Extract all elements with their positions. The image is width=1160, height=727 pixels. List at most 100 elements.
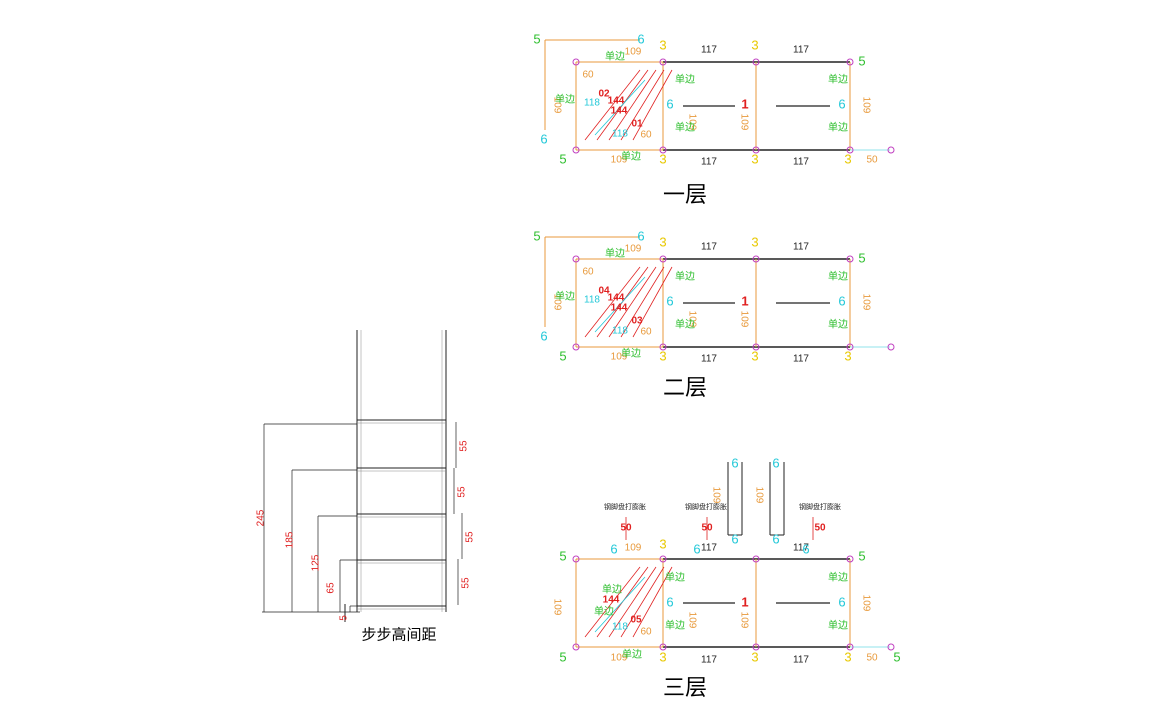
node <box>659 555 667 563</box>
elevation-caption: 步步高间距 <box>361 626 436 643</box>
plan-label: 02 <box>598 89 610 100</box>
line <box>632 266 673 338</box>
plan-label: 60 <box>640 327 652 338</box>
plan-label: 109 <box>686 114 697 131</box>
height-label: 185 <box>285 531 296 548</box>
plan-label: 109 <box>738 114 749 131</box>
plan-label: 6 <box>666 96 673 111</box>
plan-label: 50 <box>701 523 713 534</box>
plan-label: 144 <box>603 595 620 606</box>
plan-label: 6 <box>838 293 845 308</box>
plan-label: 109 <box>625 244 642 255</box>
plan-label: 109 <box>860 97 871 114</box>
floor-title: 三层 <box>663 675 707 700</box>
node <box>572 58 580 66</box>
plan-label: 05 <box>630 615 642 626</box>
plan-label: 单边 <box>828 271 848 283</box>
plan-label: 01 <box>631 119 643 130</box>
line <box>584 266 641 338</box>
line <box>632 69 673 141</box>
plan-label: 03 <box>631 316 643 327</box>
plan-label: 单边 <box>621 151 641 163</box>
plan-label: 单边 <box>665 620 685 632</box>
plan-label: 5 <box>858 548 865 563</box>
plan-label: 60 <box>582 267 594 278</box>
line <box>594 276 646 333</box>
line <box>608 69 657 141</box>
node <box>752 58 760 66</box>
plan-label: 3 <box>659 151 666 166</box>
line <box>620 266 665 338</box>
plan-label: 6 <box>540 328 547 343</box>
plan-label: 3 <box>844 649 851 664</box>
node <box>887 146 895 154</box>
plan-label: 3 <box>659 348 666 363</box>
plan-label: 单边 <box>605 51 625 63</box>
plan-label: 117 <box>793 242 809 253</box>
plan-label: 单边 <box>621 348 641 360</box>
plan-label: 6 <box>637 228 644 243</box>
plan-label: 3 <box>659 536 666 551</box>
plan-label: 118 <box>612 129 628 140</box>
plan-label: 6 <box>666 293 673 308</box>
plan-label: 6 <box>731 531 738 546</box>
plan-label: 117 <box>701 157 717 168</box>
plan-label: 单边 <box>828 122 848 134</box>
node <box>846 58 854 66</box>
node <box>752 146 760 154</box>
node <box>846 146 854 154</box>
plan-label: 109 <box>686 612 697 629</box>
line <box>608 566 657 638</box>
plan-label: 单边 <box>675 271 695 283</box>
plan-label: 109 <box>551 97 562 114</box>
spacing-label: 55 <box>457 486 468 498</box>
plan-label: 5 <box>559 548 566 563</box>
plan-label: 5 <box>893 649 900 664</box>
plan-label: 109 <box>611 155 628 166</box>
plan-label: 117 <box>793 543 809 554</box>
plan-label: 钢脚盘打膨胀 <box>685 502 727 511</box>
plan-label: 109 <box>551 294 562 311</box>
height-label: 245 <box>256 509 267 526</box>
plan-label: 109 <box>738 311 749 328</box>
plan-label: 5 <box>533 228 540 243</box>
node <box>572 255 580 263</box>
plan-label: 3 <box>659 37 666 52</box>
node <box>752 343 760 351</box>
plan-label: 117 <box>701 242 717 253</box>
plan-label: 5 <box>858 250 865 265</box>
plan-label: 1 <box>741 594 748 609</box>
node <box>752 643 760 651</box>
node <box>846 255 854 263</box>
node <box>887 643 895 651</box>
plan-label: 单边 <box>605 248 625 260</box>
plan-label: 6 <box>540 131 547 146</box>
plan-label: 04 <box>598 286 610 297</box>
height-label: 5 <box>339 615 350 621</box>
plan-label: 3 <box>844 348 851 363</box>
plan-label: 6 <box>693 541 700 556</box>
plan-label: 109 <box>611 653 628 664</box>
plan-label: 单边 <box>675 122 695 134</box>
line <box>632 566 673 638</box>
line <box>594 576 646 633</box>
plan-label: 109 <box>686 311 697 328</box>
plan-label: 单边 <box>828 319 848 331</box>
plan-label: 118 <box>612 326 628 337</box>
plan-label: 5 <box>559 348 566 363</box>
plan-label: 单边 <box>675 319 695 331</box>
line <box>584 566 641 638</box>
node <box>659 255 667 263</box>
node <box>752 255 760 263</box>
plan-label: 109 <box>611 352 628 363</box>
floor-title: 二层 <box>663 375 707 400</box>
plan-label: 1 <box>741 96 748 111</box>
plan-label: 144 <box>611 303 628 314</box>
plan-label: 60 <box>640 627 652 638</box>
plan-label: 3 <box>659 234 666 249</box>
plan-label: 50 <box>814 523 826 534</box>
plan-label: 117 <box>793 354 809 365</box>
line <box>584 69 641 141</box>
plan-label: 117 <box>701 354 717 365</box>
